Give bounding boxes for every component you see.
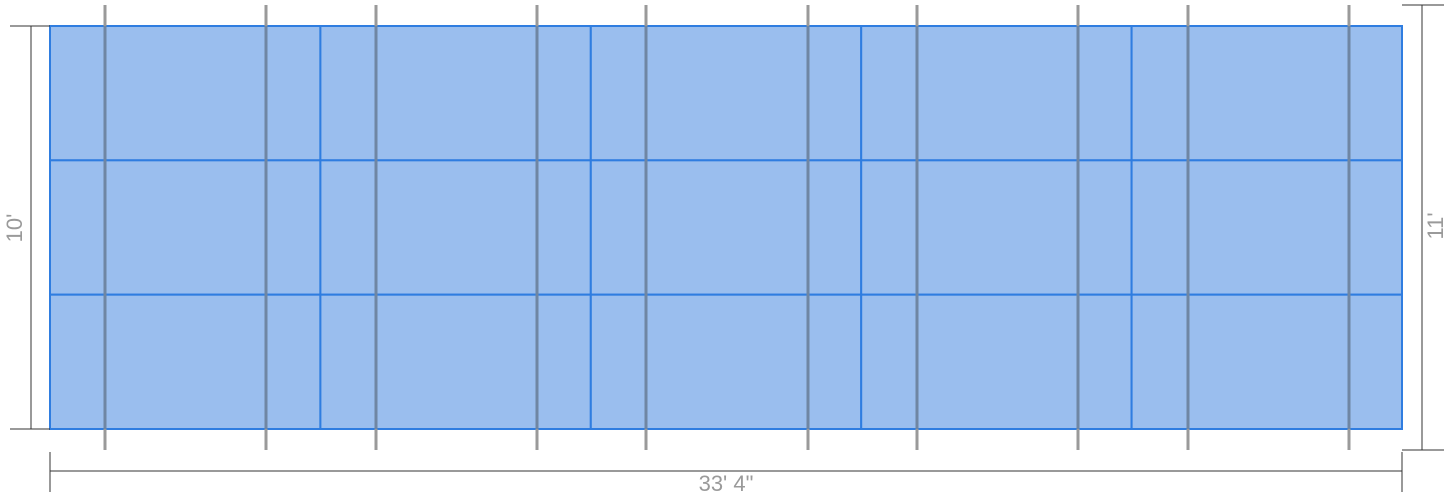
left-height-label: 10' <box>2 214 27 243</box>
panel <box>319 293 592 430</box>
panel <box>589 159 863 296</box>
panel <box>49 293 322 430</box>
panel <box>589 25 863 162</box>
panel <box>49 25 322 162</box>
panel <box>860 25 1133 162</box>
panel <box>319 159 592 296</box>
width-label: 33' 4" <box>699 471 754 496</box>
panel <box>319 25 592 162</box>
right-height-label: 11' <box>1423 212 1448 239</box>
panel <box>589 293 863 430</box>
right-height-dimension: 11' <box>1402 4 1448 451</box>
left-height-dimension: 10' <box>2 25 50 430</box>
panel <box>1130 293 1403 430</box>
panel <box>1130 25 1403 162</box>
panel <box>860 159 1133 296</box>
panel-grid <box>49 25 1403 430</box>
panel <box>49 159 322 296</box>
panel <box>860 293 1133 430</box>
vertical-members <box>103 5 1351 450</box>
width-dimension: 33' 4" <box>49 452 1403 496</box>
panel <box>1130 159 1403 296</box>
